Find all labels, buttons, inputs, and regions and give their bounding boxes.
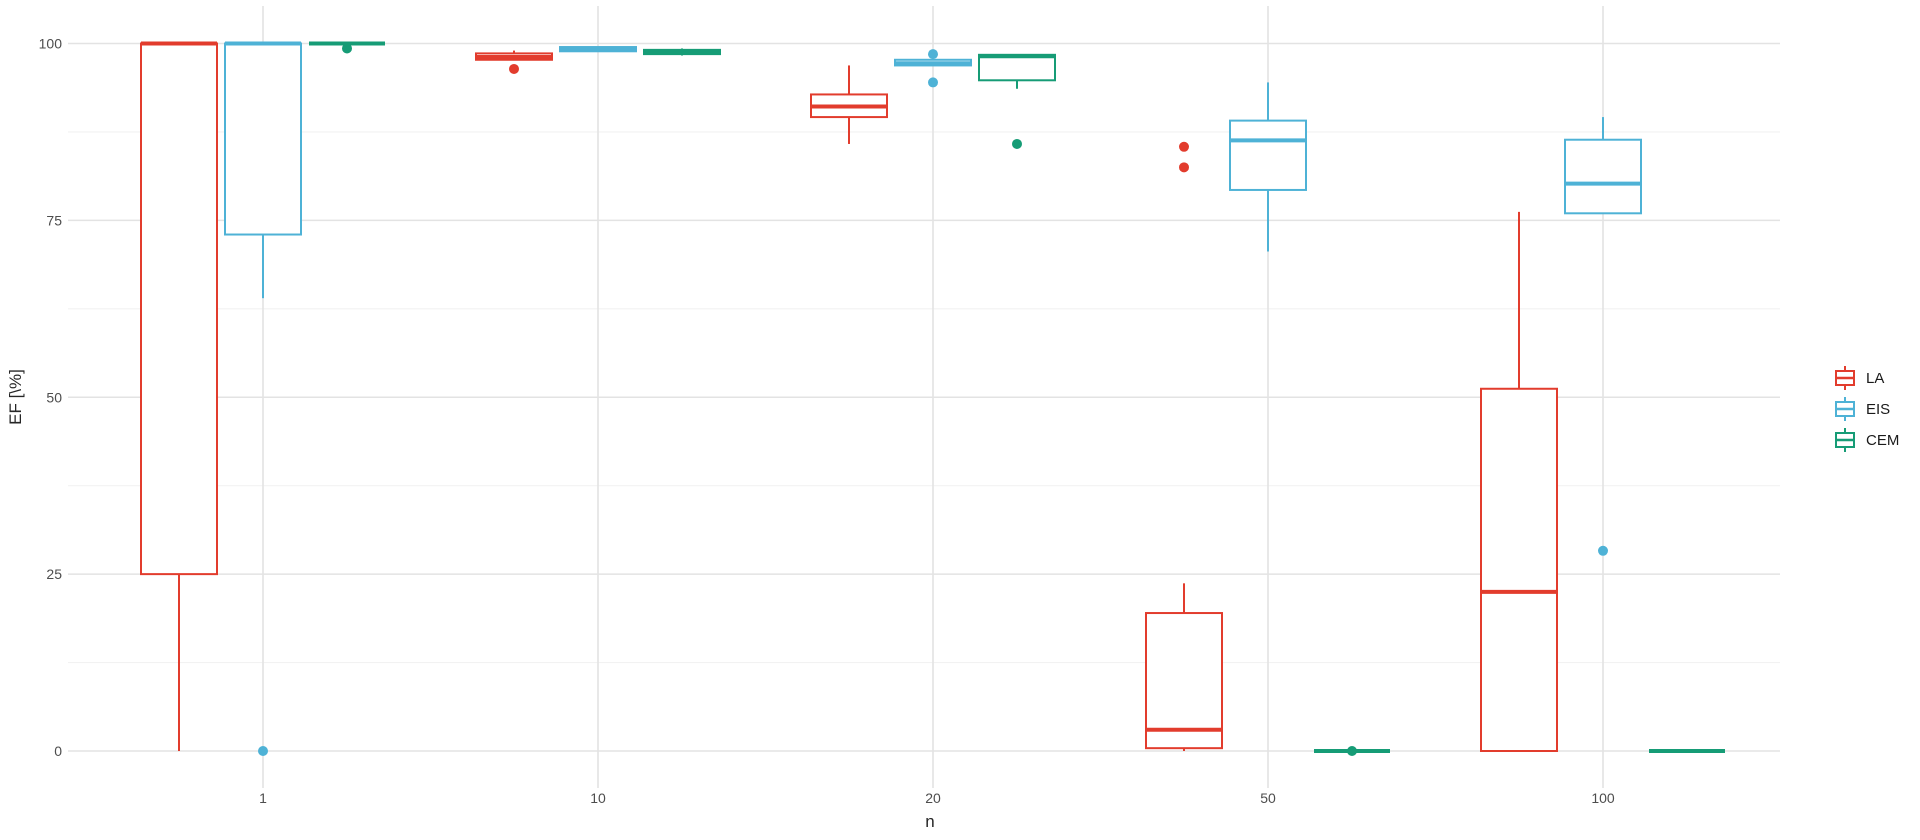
box-CEM-n1 <box>309 41 385 54</box>
box-CEM-n50 <box>1314 746 1390 756</box>
outlier-point <box>258 746 268 756</box>
boxplot-key-icon <box>1835 366 1855 390</box>
box-LA-n20 <box>810 65 888 144</box>
x-axis-title: n <box>925 812 935 831</box>
boxplot-key-icon <box>1835 428 1855 452</box>
y-tick-label: 25 <box>46 566 62 582</box>
box-EIS-n1 <box>224 41 302 756</box>
box-EIS-n10 <box>559 46 637 53</box>
outlier-point <box>342 43 352 54</box>
legend-label: LA <box>1866 369 1885 387</box>
box-body <box>1480 387 1558 752</box>
outlier-point <box>928 77 938 88</box>
y-tick-label: 75 <box>46 212 62 228</box>
y-axis-title: EF [\%] <box>6 369 25 425</box>
x-tick-label: 50 <box>1260 790 1276 806</box>
box-LA-n10 <box>475 50 553 74</box>
outlier-point <box>1012 138 1022 149</box>
outlier-point <box>928 49 938 60</box>
box-body <box>224 42 302 236</box>
legend-label: CEM <box>1866 431 1900 449</box>
y-tick-label: 50 <box>46 389 62 405</box>
boxplot-key-icon <box>1835 397 1855 421</box>
y-tick-label: 100 <box>39 36 63 52</box>
box-body <box>1564 138 1642 215</box>
y-tick-label: 0 <box>54 743 62 759</box>
x-tick-label: 10 <box>590 790 606 806</box>
outlier-point <box>509 63 519 74</box>
box-body <box>1229 119 1307 191</box>
box-EIS-n50 <box>1229 82 1307 252</box>
outlier-point <box>1598 545 1608 556</box>
legend: LA EIS CEM <box>1833 366 1899 452</box>
outlier-point <box>1179 162 1189 173</box>
x-tick-label: 1 <box>259 790 267 806</box>
box-body <box>140 42 218 576</box>
box-body <box>978 53 1056 82</box>
box-body <box>1145 612 1223 750</box>
legend-item-cem: CEM <box>1833 428 1899 452</box>
legend-label: EIS <box>1866 400 1891 418</box>
legend-item-la: LA <box>1833 366 1899 390</box>
outlier-point <box>1179 141 1189 152</box>
outlier-point <box>1347 746 1357 756</box>
box-LA-n1 <box>140 41 218 751</box>
legend-item-eis: EIS <box>1833 397 1899 421</box>
box-EIS-n20 <box>894 49 972 88</box>
box-LA-n100 <box>1480 211 1558 752</box>
x-tick-label: 20 <box>925 790 941 806</box>
box-CEM-n10 <box>643 48 721 56</box>
x-tick-label: 100 <box>1591 790 1615 806</box>
box-CEM-n20 <box>978 53 1056 149</box>
box-LA-n50 <box>1145 141 1223 751</box>
box-EIS-n100 <box>1564 117 1642 556</box>
